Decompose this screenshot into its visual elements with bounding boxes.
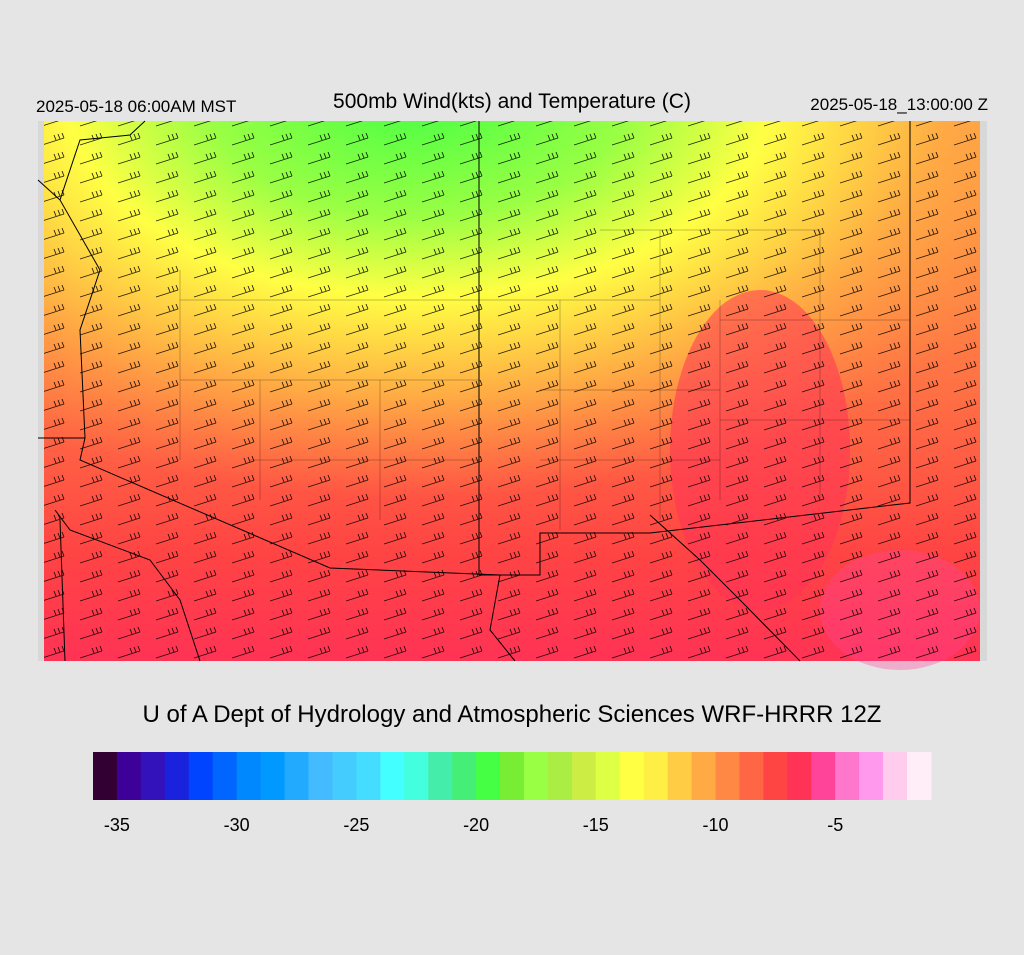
colorbar-swatch bbox=[164, 752, 190, 800]
colorbar-swatch bbox=[332, 752, 357, 800]
colorbar-tick-label: -30 bbox=[224, 815, 250, 835]
colorbar-swatch bbox=[356, 752, 381, 800]
colorbar-tick-label: -5 bbox=[827, 815, 843, 835]
colorbar-swatch bbox=[116, 752, 142, 800]
valid-time-local: 2025-05-18 06:00AM MST bbox=[36, 97, 236, 116]
colorbar-tick-label: -25 bbox=[343, 815, 369, 835]
colorbar-swatch bbox=[907, 752, 932, 800]
colorbar-swatch bbox=[284, 752, 309, 800]
colorbar-swatch bbox=[595, 752, 621, 800]
colorbar-swatch bbox=[260, 752, 286, 800]
colorbar-tick-label: -35 bbox=[104, 815, 130, 835]
colorbar-swatch bbox=[93, 752, 118, 800]
colorbar-swatch bbox=[523, 752, 549, 800]
colorbar-swatch bbox=[571, 752, 597, 800]
colorbar-swatch bbox=[404, 752, 429, 800]
credit: U of A Dept of Hydrology and Atmospheric… bbox=[143, 701, 882, 728]
colorbar-swatch bbox=[428, 752, 453, 800]
colorbar-swatch bbox=[619, 752, 645, 800]
colorbar-swatch bbox=[500, 752, 525, 800]
colorbar-swatch bbox=[787, 752, 812, 800]
colorbar-swatch bbox=[380, 752, 405, 800]
colorbar-swatch bbox=[547, 752, 573, 800]
colorbar-swatch bbox=[212, 752, 238, 800]
colorbar-swatch bbox=[883, 752, 908, 800]
colorbar: -35 -30 -25 -20 -15 -10 -5 bbox=[93, 752, 932, 835]
colorbar-tick-label: -10 bbox=[703, 815, 729, 835]
map bbox=[37, 120, 987, 670]
colorbar-swatch bbox=[739, 752, 764, 800]
colorbar-swatch bbox=[188, 752, 214, 800]
colorbar-swatch bbox=[859, 752, 884, 800]
colorbar-swatch bbox=[236, 752, 262, 800]
colorbar-swatch bbox=[452, 752, 477, 800]
colorbar-swatch bbox=[715, 752, 740, 800]
valid-time-utc: 2025-05-18_13:00:00 Z bbox=[810, 95, 988, 114]
colorbar-swatch bbox=[835, 752, 860, 800]
colorbar-tick-label: -20 bbox=[463, 815, 489, 835]
map-title: 500mb Wind(kts) and Temperature (C) bbox=[333, 90, 691, 113]
colorbar-swatch bbox=[476, 752, 501, 800]
colorbar-swatch bbox=[643, 752, 669, 800]
colorbar-swatch bbox=[308, 752, 333, 800]
colorbar-swatch bbox=[691, 752, 717, 800]
colorbar-swatch bbox=[667, 752, 693, 800]
colorbar-tick-label: -15 bbox=[583, 815, 609, 835]
colorbar-swatch bbox=[811, 752, 836, 800]
colorbar-swatch bbox=[140, 752, 166, 800]
colorbar-swatch bbox=[763, 752, 788, 800]
